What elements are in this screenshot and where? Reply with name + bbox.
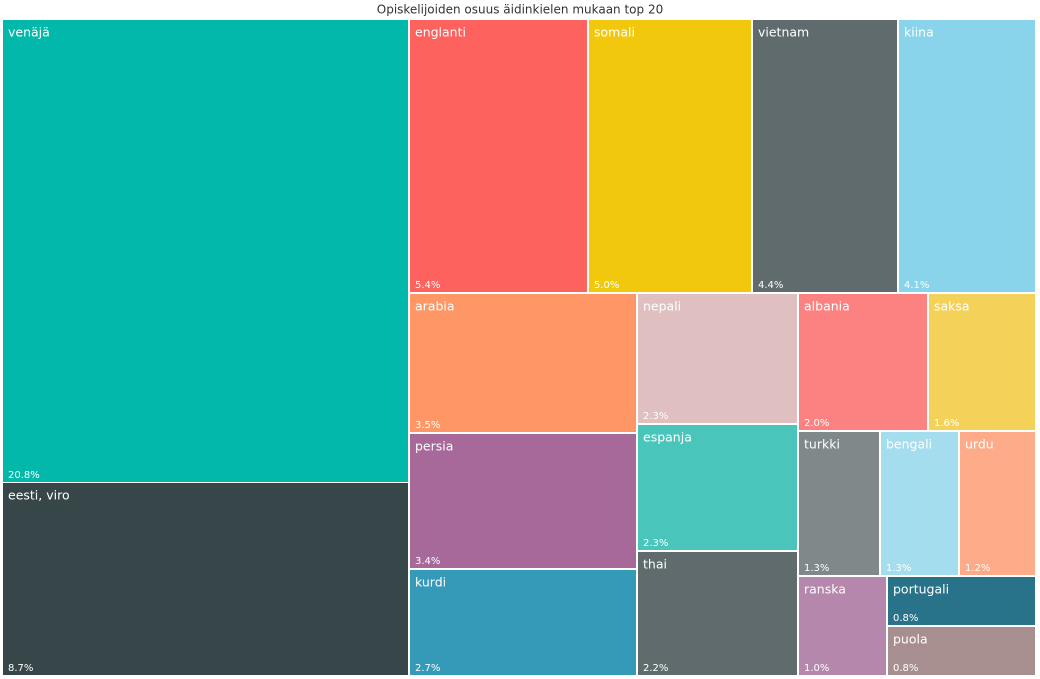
value-label: 1.0% bbox=[804, 663, 829, 674]
tile-label: thai bbox=[643, 557, 667, 572]
treemap-tile bbox=[799, 432, 879, 575]
treemap-tile bbox=[410, 434, 636, 568]
treemap-tile bbox=[799, 294, 927, 430]
treemap-tile bbox=[638, 294, 797, 423]
tile-label: urdu bbox=[965, 437, 994, 452]
tile-label: turkki bbox=[804, 437, 840, 452]
chart-title: Opiskelijoiden osuus äidinkielen mukaan … bbox=[377, 3, 663, 17]
tile-label: persia bbox=[415, 439, 453, 454]
treemap-tile bbox=[960, 432, 1035, 575]
tile-label: puola bbox=[893, 632, 928, 647]
treemap-tile bbox=[888, 627, 1035, 675]
tile-label: nepali bbox=[643, 299, 681, 314]
treemap-tile bbox=[3, 20, 408, 482]
tile-label: portugali bbox=[893, 582, 949, 597]
tile-label: espanja bbox=[643, 430, 692, 445]
value-label: 2.3% bbox=[643, 538, 668, 549]
tile-label: venäjä bbox=[8, 25, 50, 40]
value-label: 0.8% bbox=[893, 613, 918, 624]
value-label: 2.0% bbox=[804, 418, 829, 429]
value-label: 2.7% bbox=[415, 663, 440, 674]
tile-label: englanti bbox=[415, 25, 466, 40]
value-label: 3.4% bbox=[415, 556, 440, 567]
treemap-tile bbox=[410, 20, 587, 292]
value-label: 2.2% bbox=[643, 663, 668, 674]
treemap-tile bbox=[799, 577, 886, 675]
treemap-tile bbox=[888, 577, 1035, 625]
value-label: 4.4% bbox=[758, 280, 783, 291]
treemap-tile bbox=[3, 483, 408, 675]
treemap-tile bbox=[881, 432, 958, 575]
tile-label: kurdi bbox=[415, 575, 446, 590]
value-label: 5.0% bbox=[594, 280, 619, 291]
treemap-tile bbox=[410, 294, 636, 432]
treemap-tile bbox=[929, 294, 1035, 430]
value-label: 1.3% bbox=[804, 563, 829, 574]
tile-label: ranska bbox=[804, 582, 846, 597]
value-label: 3.5% bbox=[415, 420, 440, 431]
treemap-tile bbox=[753, 20, 897, 292]
treemap-tile bbox=[410, 570, 636, 675]
value-label: 8.7% bbox=[8, 663, 33, 674]
value-label: 1.3% bbox=[886, 563, 911, 574]
tile-label: arabia bbox=[415, 299, 455, 314]
tile-label: albania bbox=[804, 299, 850, 314]
value-label: 4.1% bbox=[904, 280, 929, 291]
value-label: 20.8% bbox=[8, 470, 40, 481]
treemap-tile bbox=[638, 552, 797, 675]
value-label: 0.8% bbox=[893, 663, 918, 674]
treemap-tile bbox=[899, 20, 1035, 292]
tile-label: somali bbox=[594, 25, 635, 40]
tile-label: eesti, viro bbox=[8, 488, 70, 503]
tile-label: bengali bbox=[886, 437, 932, 452]
value-label: 5.4% bbox=[415, 280, 440, 291]
tile-label: saksa bbox=[934, 299, 970, 314]
value-label: 1.6% bbox=[934, 418, 959, 429]
value-label: 2.3% bbox=[643, 411, 668, 422]
tile-label: vietnam bbox=[758, 25, 809, 40]
tile-label: kiina bbox=[904, 25, 934, 40]
treemap-tile bbox=[589, 20, 751, 292]
treemap-tile bbox=[638, 425, 797, 550]
value-label: 1.2% bbox=[965, 563, 990, 574]
